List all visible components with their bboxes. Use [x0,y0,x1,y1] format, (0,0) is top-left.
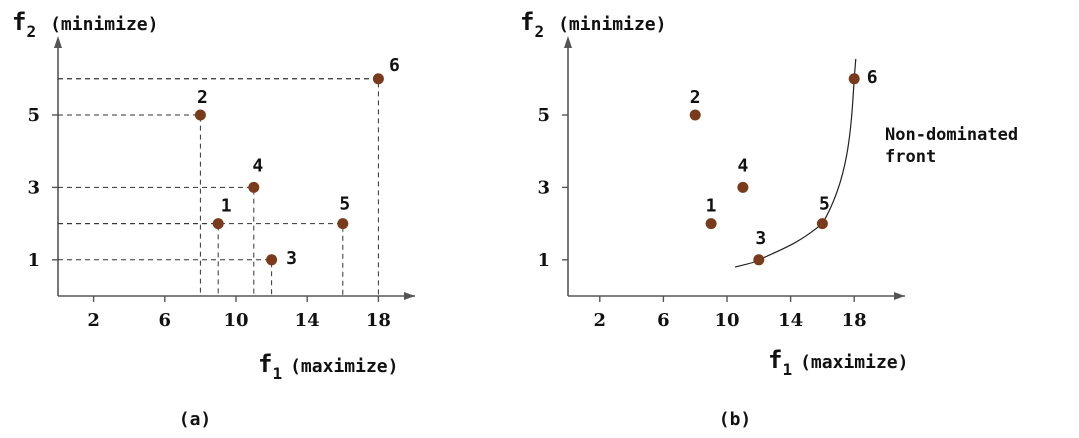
point-label: 2 [197,87,208,108]
x-tick-label: 14 [778,310,803,331]
non-dominated-front-curve [734,58,857,268]
point-label: 6 [389,55,400,76]
x-axis-label: f1 (maximize) [768,346,908,379]
panel-label: (b) [719,409,752,430]
x-axis-arrow [404,292,415,300]
panel-label: (a) [179,409,212,430]
y-tick-label: 3 [27,177,40,198]
y-tick-label: 1 [27,250,40,271]
data-point [194,109,206,121]
guide-line [58,259,273,296]
data-point [753,254,765,266]
y-tick-label: 5 [537,105,550,126]
data-point [266,254,278,266]
front-label: Non-dominated [885,125,1018,145]
y-axis-arrow [54,36,62,48]
data-point [816,218,828,230]
x-tick-label: 2 [87,310,100,331]
x-tick-label: 6 [159,310,172,331]
point-label: 3 [286,248,297,269]
y-tick-label: 5 [27,105,40,126]
point-label: 5 [339,194,350,215]
x-tick-label: 18 [842,310,867,331]
point-label: 1 [221,196,232,217]
point-label: 5 [819,194,830,215]
y-axis-label: f2 (minimize) [520,8,666,41]
data-point [689,109,701,121]
data-point [848,73,860,85]
x-tick-label: 10 [714,310,739,331]
point-label: 6 [867,67,878,88]
guide-line [58,223,219,296]
point-label: 4 [252,155,263,176]
y-axis-label: f2 (minimize) [12,8,158,41]
y-tick-label: 1 [537,250,550,271]
x-axis-arrow [894,292,905,300]
data-point [372,73,384,85]
y-axis-arrow [564,36,572,48]
data-point [337,218,349,230]
x-axis-label: f1 (maximize) [258,350,398,383]
front-label: front [885,147,936,167]
x-tick-label: 14 [295,310,320,331]
guide-line [58,186,255,296]
point-label: 4 [737,155,748,176]
data-point [248,181,260,193]
y-tick-label: 3 [537,177,550,198]
guide-line [58,114,201,296]
data-point [212,218,224,230]
point-label: 2 [690,87,701,108]
point-label: 1 [706,196,717,217]
point-label: 3 [755,228,766,249]
guide-line [58,223,344,296]
data-point [705,218,717,230]
data-point [737,181,749,193]
x-tick-label: 2 [594,310,607,331]
x-tick-label: 10 [223,310,248,331]
x-tick-label: 6 [657,310,670,331]
x-tick-label: 18 [366,310,391,331]
chart-panel-a: 2 6 10 14 18 1 3 5 1 2 3 4 5 6 f1 (maximize) f2 (minimize… [12,8,415,430]
